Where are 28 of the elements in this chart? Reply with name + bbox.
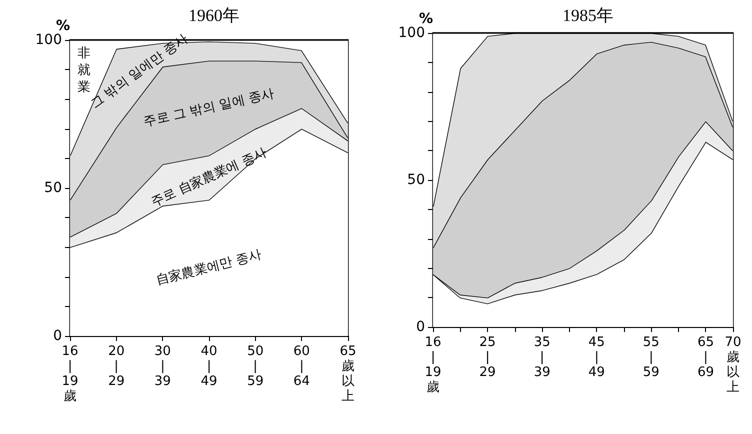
x-tick-label: 55 | 59 — [642, 335, 660, 380]
y-tick-label: 0 — [53, 328, 62, 344]
y-tick-label: 0 — [416, 319, 425, 335]
y-tick-label: 100 — [398, 25, 425, 41]
x-tick-label: 40 | 49 — [200, 344, 218, 389]
y-axis-title: % — [56, 18, 70, 34]
chart-title: 1985年 — [562, 6, 614, 25]
x-tick-label: 25 | 29 — [479, 335, 496, 380]
x-tick-label: 30 | 39 — [154, 344, 171, 389]
series-label: 自家農業에만 종사 — [154, 246, 264, 289]
x-tick-label: 50 | 59 — [247, 344, 264, 389]
x-tick-label: 16 | 19 歲 — [62, 344, 78, 404]
x-tick-label: 65 歲以上 — [340, 344, 356, 404]
x-tick-label: 60 | 64 — [293, 344, 310, 389]
x-tick-label: 16 | 19 歲 — [424, 335, 442, 395]
y-axis-title: % — [418, 11, 433, 28]
series-label: 주로 그 밖의 일에 종사 — [142, 86, 276, 130]
y-tick-label: 50 — [44, 180, 62, 196]
x-tick-label: 65 | 69 — [697, 335, 714, 380]
y-tick-label: 50 — [407, 172, 425, 188]
chart-title: 1960年 — [188, 6, 240, 25]
x-tick-label: 70 歲以上 — [724, 335, 742, 395]
x-tick-label: 20 | 29 — [108, 344, 125, 389]
x-tick-label: 45 | 49 — [588, 335, 605, 380]
y-tick-label: 100 — [35, 32, 62, 48]
series-label: 非就業 — [78, 46, 90, 95]
x-tick-label: 35 | 39 — [534, 335, 550, 380]
series-label: 주로 自家農業에 종사 — [148, 144, 270, 210]
